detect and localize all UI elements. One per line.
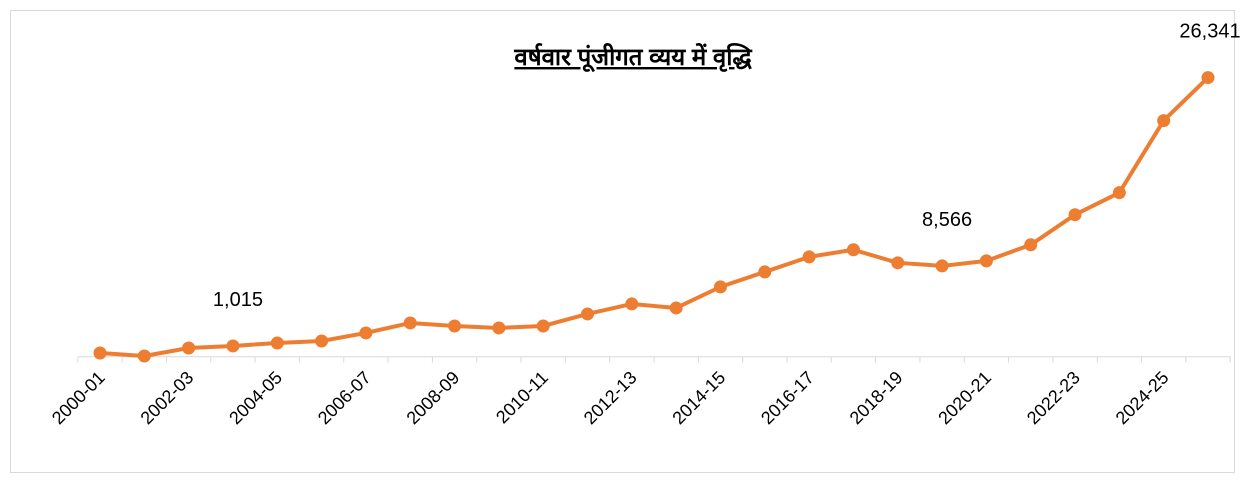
- data-point: [315, 334, 329, 348]
- data-point: [536, 319, 550, 333]
- data-label: 26,341: [1179, 21, 1240, 43]
- data-label: 8,566: [922, 209, 972, 231]
- chart-title: वर्षवार पूंजीगत व्यय में वृद्धि: [513, 43, 752, 73]
- data-label: 1,015: [213, 289, 263, 311]
- data-point: [403, 316, 417, 330]
- data-point: [758, 265, 772, 279]
- data-point: [226, 339, 240, 353]
- data-point: [979, 254, 993, 268]
- data-point: [935, 259, 949, 273]
- data-point: [1112, 186, 1126, 200]
- data-point: [270, 336, 284, 350]
- data-point: [1024, 238, 1038, 252]
- data-point: [669, 301, 683, 315]
- data-point: [182, 341, 196, 355]
- data-point: [625, 297, 639, 311]
- data-point: [581, 307, 595, 321]
- series-line: [99, 76, 1210, 359]
- data-point: [846, 243, 860, 257]
- data-point: [891, 256, 905, 270]
- data-point: [448, 319, 462, 333]
- data-point: [137, 349, 151, 363]
- data-point: [802, 250, 816, 264]
- data-point: [492, 321, 506, 335]
- data-point: [93, 346, 107, 360]
- data-point: [1201, 71, 1215, 85]
- data-point: [713, 280, 727, 294]
- data-point: [1157, 114, 1171, 128]
- data-point: [359, 326, 373, 340]
- data-point: [1068, 208, 1082, 222]
